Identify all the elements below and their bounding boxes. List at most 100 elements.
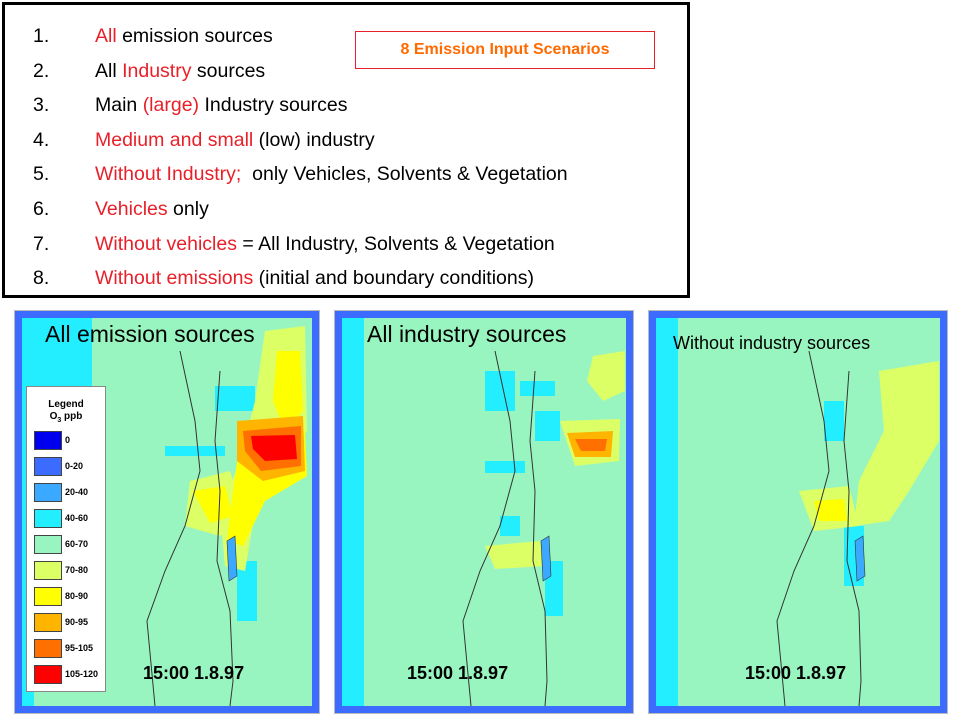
scenario-highlight-text: All (95, 25, 117, 47)
scenario-item: 5. Without Industry; only Vehicles, Solve… (33, 163, 568, 186)
map-title: All emission sources (45, 321, 255, 347)
scenario-text: emission sources (116, 25, 273, 47)
legend-label: 60-70 (65, 539, 89, 549)
legend-label: 40-60 (65, 513, 89, 523)
legend-title: Legend (48, 399, 84, 410)
cyan-cell (237, 561, 257, 621)
scenario-text: = All Industry, Solvents & Vegetation (236, 232, 555, 255)
map-2-canvas (335, 311, 633, 713)
cyan-cell (165, 446, 225, 456)
map-without-industry-sources: Without industry sources 15:00 1.8.97 (648, 310, 948, 714)
legend-label: 105-120 (65, 669, 99, 679)
legend-label: 95-105 (65, 643, 94, 653)
map-timestamp: 15:00 1.8.97 (407, 663, 509, 683)
cyan-cell (215, 386, 255, 411)
scenario-text: only (167, 198, 209, 220)
scenario-item: 4. Medium and small (low) industry (33, 129, 375, 152)
ozone-plume (193, 486, 233, 523)
legend-label: 0 (65, 435, 71, 445)
scenario-highlight-text: Without vehicles (95, 232, 237, 255)
legend-swatch (34, 665, 62, 684)
legend-label: 90-95 (65, 617, 89, 627)
sea-strip (656, 318, 678, 706)
map-all-industry-sources: All industry sources 15:00 1.8.97 (334, 310, 634, 714)
legend-label: 70-80 (65, 565, 89, 575)
ozone-plume (814, 499, 847, 521)
scenario-highlight-text: Industry (122, 59, 192, 82)
scenario-item: 1. All emission sources (33, 25, 273, 48)
ozone-plume (251, 435, 297, 461)
scenario-box-title: 8 Emission Input Scenarios (355, 31, 655, 69)
cyan-cell (824, 401, 844, 441)
ozone-plume (485, 541, 545, 569)
legend-swatch (34, 483, 62, 502)
border-line (843, 370, 862, 707)
ozone-plume (273, 351, 303, 431)
ozone-plume (854, 361, 939, 526)
scenario-text: Industry sources (199, 94, 348, 117)
scenario-item: 7. Without vehicles = All Industry, Solve… (33, 233, 555, 256)
scenario-highlight-text: Without emissions (95, 267, 254, 290)
legend-swatch (34, 587, 62, 606)
legend: Legend O3 ppb 0 0-20 20-40 40-60 60-70 70-80 8… (26, 386, 106, 692)
legend-swatch (34, 639, 62, 658)
legend-unit-suffix: ppb (61, 411, 83, 422)
cyan-cell (520, 381, 555, 396)
scenario-number: 5. (33, 163, 50, 186)
map-title: Without industry sources (673, 333, 871, 353)
coastline (146, 350, 201, 707)
ozone-plume (575, 439, 607, 451)
scenario-text: sources (191, 59, 266, 82)
ozone-plume (587, 351, 625, 401)
scenario-text: only Vehicles, Solvents & Vegetation (241, 163, 568, 186)
legend-label: 20-40 (65, 487, 89, 497)
legend-swatch (34, 509, 62, 528)
scenario-number: 7. (33, 232, 50, 255)
cyan-cell (485, 461, 525, 473)
legend-label: 0-20 (65, 461, 84, 471)
cyan-cell (535, 411, 560, 441)
legend-swatch (34, 561, 62, 580)
cyan-cell (500, 516, 520, 536)
legend-swatch (34, 457, 62, 476)
coastline (776, 350, 830, 707)
scenario-item: 3. Main (large) Industry sources (33, 94, 348, 117)
dead-sea (854, 535, 866, 582)
legend-swatch (34, 535, 62, 554)
map-3-canvas (649, 311, 947, 713)
scenario-text: (initial and boundary conditions) (253, 267, 534, 290)
coastline (462, 350, 516, 707)
scenario-number: 6. (33, 198, 50, 220)
legend-unit: O3 ppb (27, 411, 105, 424)
dead-sea (226, 535, 238, 582)
map-timestamp: 15:00 1.8.97 (143, 663, 245, 683)
scenario-number: 2. (33, 59, 50, 82)
legend-unit-sub: 3 (57, 417, 62, 424)
scenario-number: 4. (33, 128, 50, 151)
scenario-number: 3. (33, 94, 50, 117)
map-background (342, 318, 626, 706)
scenario-highlight-text: (large) (142, 94, 200, 117)
sea-strip (342, 318, 364, 706)
legend-swatch (34, 431, 62, 450)
scenario-text: Main (95, 94, 143, 117)
dead-sea (540, 535, 552, 582)
map-title: All industry sources (367, 321, 567, 347)
legend-unit-prefix: O (49, 411, 58, 422)
legend-label: 80-90 (65, 591, 89, 601)
scenario-item: 2. All Industry sources (33, 60, 265, 83)
scenario-text: (low) industry (253, 128, 375, 151)
border-line (529, 370, 548, 707)
scenario-highlight-text: Vehicles (95, 198, 168, 220)
scenario-number: 8. (33, 267, 50, 290)
scenario-list-box: 1. All emission sources 2. All Industry sou… (2, 2, 690, 298)
legend-swatch (34, 613, 62, 632)
scenario-item: 6. Vehicles only (33, 198, 209, 221)
cyan-cell (485, 371, 515, 411)
scenario-text: All (95, 59, 123, 82)
scenario-item: 8. Without emissions (initial and boundar… (33, 267, 534, 290)
map-timestamp: 15:00 1.8.97 (745, 663, 847, 683)
scenario-highlight-text: Without Industry; (95, 163, 242, 186)
border-line (214, 370, 234, 707)
scenario-number: 1. (33, 25, 50, 47)
